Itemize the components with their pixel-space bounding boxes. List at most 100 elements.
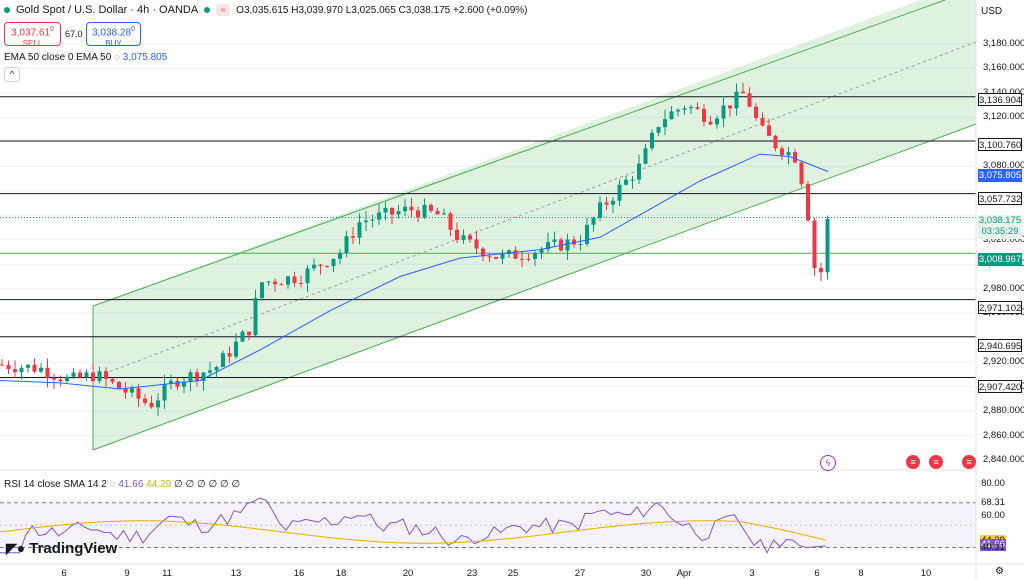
candle-body [422, 204, 427, 218]
tradingview-wordmark: TradingView [29, 540, 118, 557]
loading-icon: ◌ [114, 52, 121, 63]
candle-body [572, 239, 576, 245]
candle-body [123, 388, 128, 393]
lightning-event-icon[interactable]: ϟ [820, 455, 836, 471]
buy-button[interactable]: 3,038.280 BUY [86, 22, 141, 48]
candle-body [702, 108, 706, 122]
candle-body [630, 179, 635, 181]
squiggle-icon[interactable]: ≈ [216, 4, 231, 16]
candle-body [299, 283, 303, 285]
candle-body [260, 282, 264, 299]
candle-body [143, 398, 147, 403]
candle-body [656, 127, 661, 133]
candle-body [546, 241, 550, 250]
candle-body [351, 236, 355, 238]
candle-body [19, 367, 24, 373]
candle-body [403, 206, 407, 212]
sell-button[interactable]: 3,037.610 SELL [4, 22, 61, 49]
candle-body [227, 353, 232, 357]
level-label-2907: 2,907.420 [978, 380, 1022, 393]
price-axis-tick: 2,880.000 [983, 405, 1024, 417]
candle-body [292, 276, 297, 284]
spread-value: 67.0 [65, 29, 83, 39]
candle-body [65, 376, 69, 382]
level-label-2971: 2,971.102 [978, 301, 1022, 314]
price-axis-tick: 3,120.000 [983, 111, 1024, 123]
rsi-axis-tick: 68.31 [981, 496, 1005, 508]
sell-label: SELL [22, 39, 43, 49]
candle-body [812, 220, 817, 269]
candle-body [325, 265, 329, 267]
candle-body [214, 366, 219, 371]
us-flag-event-icon[interactable]: ≡ [929, 455, 943, 469]
rsi-legend[interactable]: RSI 14 close SMA 14 2 ◌ 41.66 44.29 ∅ ∅ … [4, 479, 240, 490]
currency-label[interactable]: USD [981, 6, 1003, 17]
candle-body [539, 249, 544, 253]
candle-body [728, 105, 732, 109]
time-axis-tick: 11 [162, 568, 172, 579]
candle-body [429, 204, 433, 211]
price-axis-tick: 2,860.000 [983, 429, 1024, 441]
candle-body [734, 91, 739, 109]
rsi-extra-values: ∅ ∅ ∅ ∅ ∅ ∅ [173, 479, 241, 490]
candle-body [169, 380, 173, 384]
candle-body [695, 107, 700, 109]
price-axis-tick: 2,840.000 [983, 454, 1024, 465]
candle-body [793, 152, 797, 163]
collapse-legend-button[interactable]: ^ [4, 67, 20, 82]
time-axis-tick: 13 [230, 568, 242, 579]
bar-countdown: 03:35:29 [981, 226, 1019, 237]
candle-body [253, 298, 258, 336]
symbol-title[interactable]: Gold Spot / U.S. Dollar · 4h · OANDA [16, 4, 199, 16]
us-flag-event-icon[interactable]: ≡ [962, 455, 976, 469]
candle-body [188, 372, 193, 382]
time-axis-tick: Apr [676, 568, 692, 579]
time-axis-tick: 25 [507, 568, 519, 579]
time-axis-tick: 9 [124, 568, 130, 579]
rsi-pane [0, 497, 976, 554]
buy-price-sup: 0 [131, 26, 135, 33]
settings-gear-icon[interactable]: ⚙ [995, 566, 1004, 577]
rsi-axis-tick: 80.00 [981, 478, 1005, 489]
candle-body [806, 184, 810, 221]
candle-body [240, 331, 245, 342]
time-axis-tick: 8 [858, 568, 864, 579]
candle-body [455, 229, 459, 241]
candle-body [221, 353, 225, 367]
candle-body [715, 118, 719, 125]
ema-line [0, 153, 829, 390]
candle-body [617, 184, 622, 201]
candle-body [13, 369, 17, 373]
candle-body [84, 372, 89, 378]
candle-body [650, 132, 654, 149]
price-axis-tick: 3,180.000 [983, 38, 1024, 49]
candle-body [97, 371, 102, 382]
candle-body [344, 236, 349, 253]
tradingview-logo[interactable]: ◤● TradingView [6, 540, 117, 557]
price-axis-tick: 3,080.000 [983, 160, 1024, 172]
candle-body [6, 364, 11, 370]
candle-body [130, 388, 134, 393]
level-label-3008: 3,008.967 [978, 253, 1022, 266]
candle-body [279, 284, 284, 286]
time-axis-tick: 10 [920, 568, 932, 579]
candle-body [58, 379, 63, 382]
candle-body [32, 364, 37, 372]
candle-body [448, 213, 453, 230]
candle-body [175, 380, 180, 387]
price-axis-tick: 3,140.000 [983, 87, 1024, 98]
candle-body [461, 235, 466, 241]
status-dot-icon [204, 7, 211, 13]
us-flag-event-icon[interactable]: ≡ [906, 455, 920, 469]
candle-body [110, 378, 115, 382]
candle-body [741, 91, 745, 94]
candle-body [78, 372, 82, 378]
candle-body [39, 367, 43, 372]
level-label-2940: 2,940.695 [978, 339, 1022, 352]
candle-body [182, 381, 186, 387]
candle-body [786, 152, 791, 156]
candle-body [747, 93, 752, 107]
candle-body [780, 148, 784, 156]
ema-legend[interactable]: EMA 50 close 0 EMA 50 ◌ 3,075.805 [4, 52, 167, 63]
